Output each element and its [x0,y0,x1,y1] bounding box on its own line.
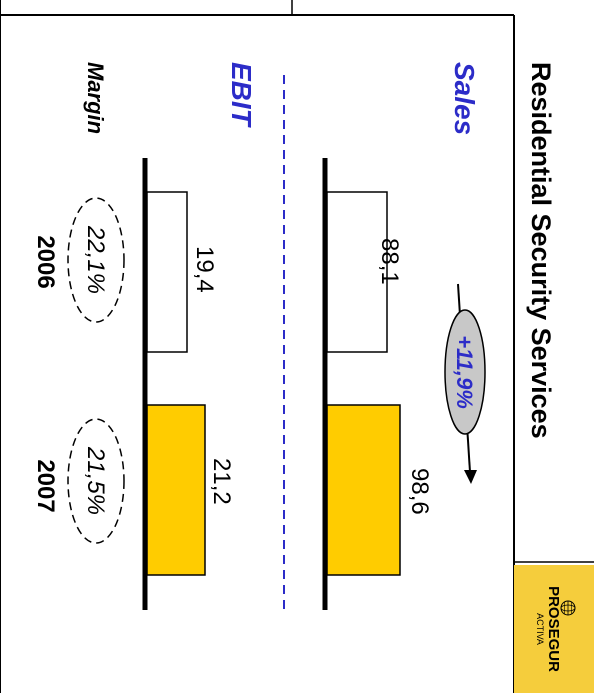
bar-ebit-2006 [146,191,188,353]
margin-oval-2006 [67,197,125,323]
page-title: Residential Security Services [526,62,556,439]
year-label-2007: 2007 [32,459,59,512]
value-ebit-2006: 19,4 [191,246,218,293]
logo-sub: ACTIVA [535,613,545,645]
value-sales-2006: 88,1 [376,238,403,285]
series-label-sales: Sales [449,62,480,135]
logo-brand: PROSEGUR [545,586,562,672]
margin-oval-2007 [67,418,125,544]
globe-icon [560,600,576,616]
logo-background [514,565,594,693]
year-label-2006: 2006 [32,235,59,288]
growth-badge [444,309,486,435]
bar-sales-2006 [326,191,388,353]
value-ebit-2007: 21,2 [208,458,235,505]
logo: PROSEGUR ACTIVA [535,586,576,672]
growth-label: +11,9% [452,335,477,409]
series-label-ebit: EBIT [226,62,257,129]
value-sales-2007: 98,6 [406,468,433,515]
margin-value-2006: 22,1% [82,225,109,294]
bar-ebit-2007 [146,404,206,576]
bar-sales-2007 [326,404,401,576]
margin-label: Margin [83,62,108,134]
margin-value-2007: 21,5% [82,446,109,515]
